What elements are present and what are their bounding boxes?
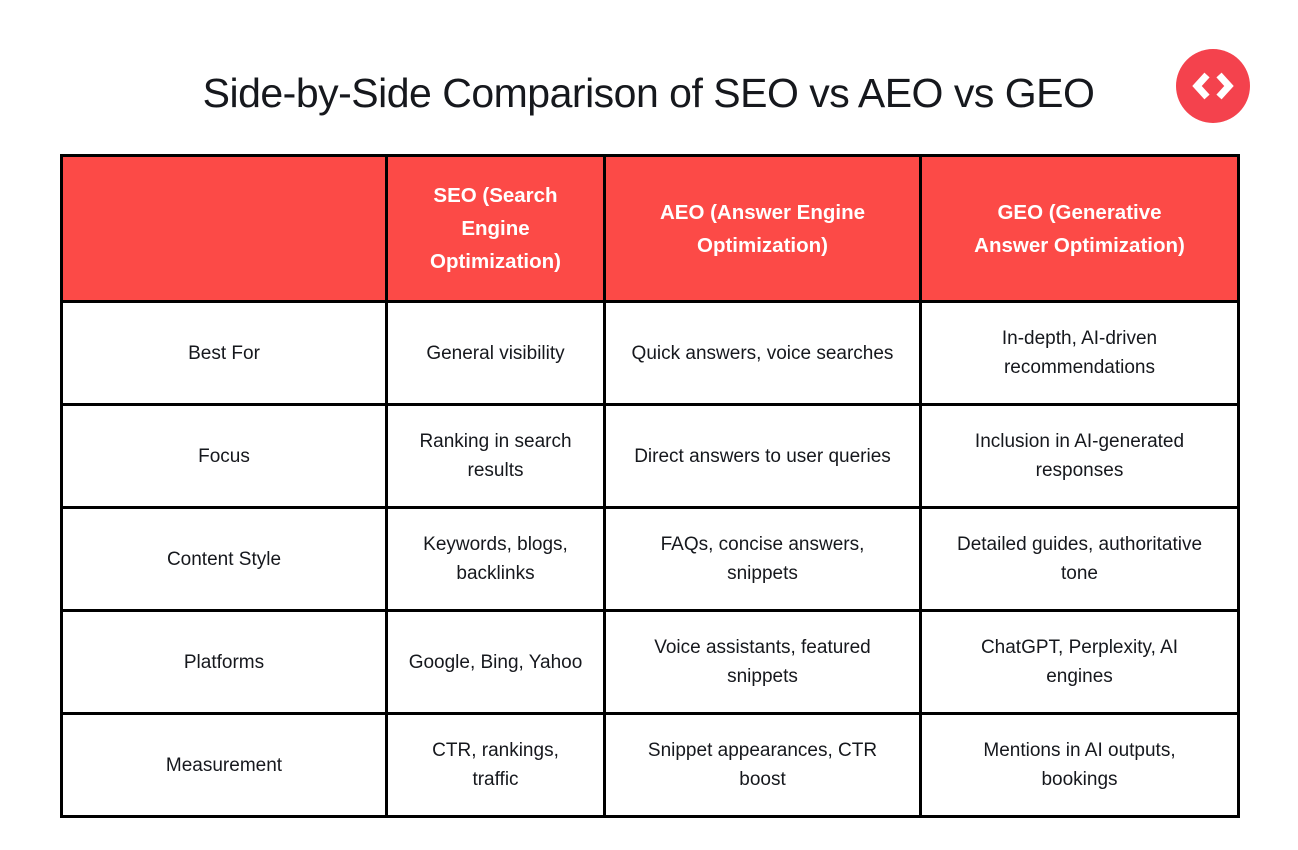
header-cell-geo: GEO (Generative Answer Optimization) bbox=[919, 154, 1240, 303]
code-brackets-icon bbox=[1191, 72, 1235, 100]
table-cell: Ranking in search results bbox=[385, 403, 606, 509]
header-label: GEO (Generative Answer Optimization) bbox=[974, 200, 1185, 257]
table-row-content-style: Content Style Keywords, blogs, backlinks… bbox=[60, 506, 1240, 612]
table-header-row: SEO (Search Engine Optimization) AEO (An… bbox=[60, 154, 1240, 303]
row-label: Focus bbox=[198, 445, 250, 467]
cell-text: Quick answers, voice searches bbox=[631, 342, 894, 364]
table-cell: FAQs, concise answers, snippets bbox=[603, 506, 922, 612]
row-label: Measurement bbox=[165, 754, 283, 776]
cell-text: Snippet appearances, CTR boost bbox=[647, 740, 878, 790]
comparison-table: SEO (Search Engine Optimization) AEO (An… bbox=[60, 154, 1240, 818]
table-cell: In-depth, AI-driven recommendations bbox=[919, 300, 1240, 406]
cell-text: Voice assistants, featured snippets bbox=[654, 637, 871, 687]
cell-text: Direct answers to user queries bbox=[634, 445, 891, 467]
cell-text: In-depth, AI-driven recommendations bbox=[1001, 328, 1158, 378]
cell-text: Inclusion in AI-generated responses bbox=[974, 431, 1185, 481]
cell-text: Detailed guides, authoritative tone bbox=[956, 534, 1203, 584]
row-label-cell: Platforms bbox=[60, 609, 388, 715]
row-label-cell: Best For bbox=[60, 300, 388, 406]
table-cell: Quick answers, voice searches bbox=[603, 300, 922, 406]
table-cell: Voice assistants, featured snippets bbox=[603, 609, 922, 715]
row-label: Best For bbox=[188, 342, 260, 364]
header-cell-empty bbox=[60, 154, 388, 303]
table-row-platforms: Platforms Google, Bing, Yahoo Voice assi… bbox=[60, 609, 1240, 715]
table-cell: Keywords, blogs, backlinks bbox=[385, 506, 606, 612]
row-label: Content Style bbox=[166, 548, 282, 570]
table-row-measurement: Measurement CTR, rankings, traffic Snipp… bbox=[60, 712, 1240, 818]
row-label-cell: Content Style bbox=[60, 506, 388, 612]
cell-text: Google, Bing, Yahoo bbox=[408, 651, 583, 673]
table-cell: Direct answers to user queries bbox=[603, 403, 922, 509]
cell-text: CTR, rankings, traffic bbox=[432, 740, 559, 790]
header-cell-aeo: AEO (Answer Engine Optimization) bbox=[603, 154, 922, 303]
table-cell: ChatGPT, Perplexity, AI engines bbox=[919, 609, 1240, 715]
table-cell: CTR, rankings, traffic bbox=[385, 712, 606, 818]
table-row-focus: Focus Ranking in search results Direct a… bbox=[60, 403, 1240, 509]
page-title: Side-by-Side Comparison of SEO vs AEO vs… bbox=[202, 70, 1095, 116]
cell-text: FAQs, concise answers, snippets bbox=[660, 534, 865, 584]
cell-text: Ranking in search results bbox=[419, 431, 572, 481]
cell-text: General visibility bbox=[426, 342, 565, 364]
header-label: AEO (Answer Engine Optimization) bbox=[659, 200, 866, 257]
cell-text: Keywords, blogs, backlinks bbox=[423, 534, 568, 584]
table-cell: Snippet appearances, CTR boost bbox=[603, 712, 922, 818]
table-cell: Detailed guides, authoritative tone bbox=[919, 506, 1240, 612]
row-label-cell: Measurement bbox=[60, 712, 388, 818]
row-label-cell: Focus bbox=[60, 403, 388, 509]
header-cell-seo: SEO (Search Engine Optimization) bbox=[385, 154, 606, 303]
row-label: Platforms bbox=[183, 651, 265, 673]
logo-badge bbox=[1176, 49, 1250, 123]
cell-text: ChatGPT, Perplexity, AI engines bbox=[980, 637, 1179, 687]
table-cell: Inclusion in AI-generated responses bbox=[919, 403, 1240, 509]
table-cell: Google, Bing, Yahoo bbox=[385, 609, 606, 715]
cell-text: Mentions in AI outputs, bookings bbox=[983, 740, 1176, 790]
header-label: SEO (Search Engine Optimization) bbox=[430, 184, 561, 273]
table-cell: General visibility bbox=[385, 300, 606, 406]
table-row-best-for: Best For General visibility Quick answer… bbox=[60, 300, 1240, 406]
table-cell: Mentions in AI outputs, bookings bbox=[919, 712, 1240, 818]
